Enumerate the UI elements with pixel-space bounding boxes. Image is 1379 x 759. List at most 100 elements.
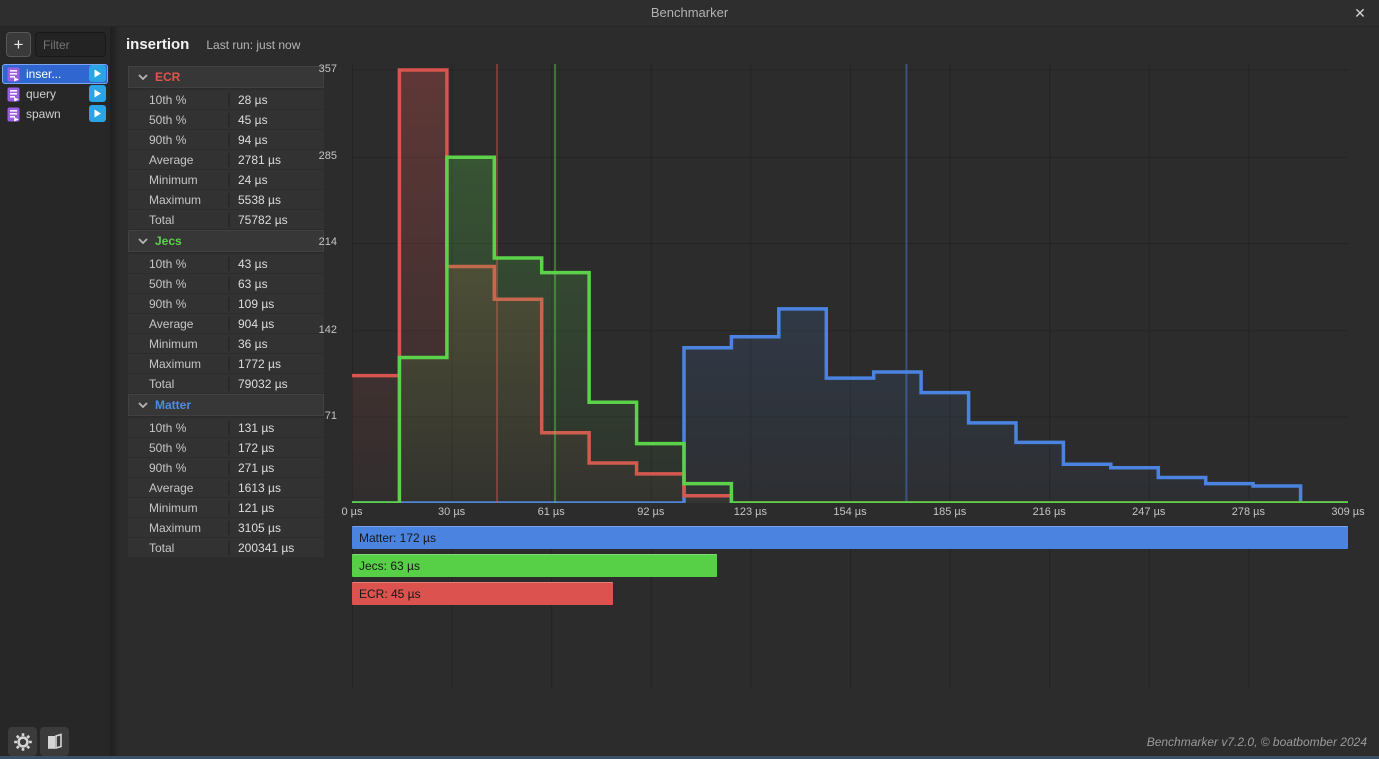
play-icon xyxy=(94,69,101,78)
stat-row: 90th % 94 µs xyxy=(128,130,324,149)
stat-value: 63 µs xyxy=(238,276,268,291)
close-icon[interactable]: ✕ xyxy=(1354,5,1366,21)
stat-label: Minimum xyxy=(128,336,230,351)
stat-label: Average xyxy=(128,480,230,495)
histogram-chart[interactable] xyxy=(352,64,1349,505)
stats-section-header-ecr[interactable]: ECR xyxy=(128,66,324,88)
stat-value: 45 µs xyxy=(238,112,268,127)
run-benchmark-button[interactable] xyxy=(89,85,106,102)
stat-label: Minimum xyxy=(128,500,230,515)
stat-label: Total xyxy=(128,212,230,227)
stat-row: Minimum 24 µs xyxy=(128,170,324,189)
stat-value: 1613 µs xyxy=(238,480,281,495)
stat-row: 50th % 172 µs xyxy=(128,438,324,457)
add-benchmark-button[interactable]: + xyxy=(6,32,31,57)
x-tick-label: 154 µs xyxy=(833,506,867,518)
median-bar-ecr: ECR: 45 µs xyxy=(352,582,613,605)
stats-section-title: ECR xyxy=(155,70,181,84)
stat-value: 121 µs xyxy=(238,500,275,515)
stat-value: 94 µs xyxy=(238,132,268,147)
filter-input[interactable] xyxy=(35,32,106,57)
median-bar-jecs: Jecs: 63 µs xyxy=(352,554,717,577)
benchmark-list: inser... query spawn xyxy=(2,64,108,124)
stat-label: Maximum xyxy=(128,520,230,535)
settings-button[interactable] xyxy=(8,727,37,756)
x-tick-label: 0 µs xyxy=(341,506,363,518)
x-tick-label: 185 µs xyxy=(932,506,967,518)
stat-value: 36 µs xyxy=(238,336,268,351)
stats-panel: ECR 10th % 28 µs 50th % 45 µs 90th % 94 µs Aver… xyxy=(128,66,324,558)
sidebar-item-inser[interactable]: inser... xyxy=(2,64,108,84)
run-benchmark-button[interactable] xyxy=(89,65,106,82)
stat-value: 904 µs xyxy=(238,316,275,331)
stat-row: Minimum 121 µs xyxy=(128,498,324,517)
chevron-down-icon xyxy=(138,74,148,80)
page-title: insertion xyxy=(126,36,190,53)
chevron-down-icon xyxy=(138,238,148,244)
stat-row: Average 1613 µs xyxy=(128,478,324,497)
stat-row: Minimum 36 µs xyxy=(128,334,324,353)
stat-row: Maximum 5538 µs xyxy=(128,190,324,209)
x-tick-label: 92 µs xyxy=(637,506,665,518)
stat-value: 28 µs xyxy=(238,92,268,107)
stat-label: Average xyxy=(128,316,230,331)
stat-row: 10th % 28 µs xyxy=(128,90,324,109)
play-icon xyxy=(94,89,101,98)
stat-label: Total xyxy=(128,540,230,555)
x-axis-labels: 0 µs 30 µs 61 µs 92 µs 123 µs 154 µs 185 µs 216… xyxy=(341,506,1364,521)
benchmark-name: inser... xyxy=(26,67,62,81)
stat-value: 2781 µs xyxy=(238,152,281,167)
stat-label: 10th % xyxy=(128,256,230,271)
window-title: Benchmarker xyxy=(650,5,729,20)
docs-button[interactable] xyxy=(40,727,69,756)
sidebar-item-query[interactable]: query xyxy=(2,84,108,104)
x-tick-label: 61 µs xyxy=(537,506,565,518)
stat-row: 10th % 43 µs xyxy=(128,254,324,273)
median-bar-label: ECR: 45 µs xyxy=(359,586,421,601)
sidebar-item-spawn[interactable]: spawn xyxy=(2,104,108,124)
version-text: Benchmarker v7.2.0, © boatbomber 2024 xyxy=(1146,735,1367,749)
stat-row: 90th % 271 µs xyxy=(128,458,324,477)
median-bar-matter: Matter: 172 µs xyxy=(352,526,1348,549)
run-benchmark-button[interactable] xyxy=(89,105,106,122)
main-header: insertion Last run: just now xyxy=(126,36,300,53)
stat-row: Average 2781 µs xyxy=(128,150,324,169)
stat-value: 271 µs xyxy=(238,460,275,475)
stat-row: Total 79032 µs xyxy=(128,374,324,393)
stat-value: 200341 µs xyxy=(238,540,295,555)
median-bar-label: Matter: 172 µs xyxy=(359,530,436,545)
stat-row: 90th % 109 µs xyxy=(128,294,324,313)
stat-value: 43 µs xyxy=(238,256,268,271)
chevron-down-icon xyxy=(138,402,148,408)
y-tick-label: 142 xyxy=(318,323,337,336)
stat-label: 50th % xyxy=(128,440,230,455)
gear-icon xyxy=(13,732,32,751)
median-comparison-bars: Matter: 172 µs Jecs: 63 µs ECR: 45 µs xyxy=(352,526,1348,610)
stat-label: Maximum xyxy=(128,192,230,207)
stat-row: 50th % 45 µs xyxy=(128,110,324,129)
stats-section-header-matter[interactable]: Matter xyxy=(128,394,324,416)
book-icon xyxy=(47,732,62,749)
last-run-text: Last run: just now xyxy=(206,38,301,52)
stat-row: Total 75782 µs xyxy=(128,210,324,229)
script-icon xyxy=(7,67,20,82)
titlebar: Benchmarker ✕ xyxy=(0,0,1379,27)
stat-value: 5538 µs xyxy=(238,192,281,207)
stat-value: 24 µs xyxy=(238,172,268,187)
stat-label: 50th % xyxy=(128,112,230,127)
y-tick-label: 357 xyxy=(318,63,337,75)
stats-section-header-jecs[interactable]: Jecs xyxy=(128,230,324,252)
stats-section-title: Matter xyxy=(155,398,192,412)
stat-value: 79032 µs xyxy=(238,376,288,391)
stat-row: Maximum 1772 µs xyxy=(128,354,324,373)
stat-label: 10th % xyxy=(128,420,230,435)
stat-row: Average 904 µs xyxy=(128,314,324,333)
stat-label: Average xyxy=(128,152,230,167)
sidebar-shadow xyxy=(110,27,120,759)
y-tick-label: 71 xyxy=(324,409,337,422)
stat-label: 90th % xyxy=(128,460,230,475)
stat-label: 90th % xyxy=(128,296,230,311)
x-tick-label: 30 µs xyxy=(438,506,466,518)
series-fill-jecs xyxy=(352,157,1348,504)
